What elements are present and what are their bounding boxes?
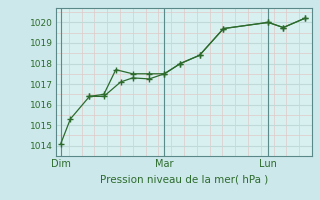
X-axis label: Pression niveau de la mer( hPa ): Pression niveau de la mer( hPa ) — [100, 174, 268, 184]
